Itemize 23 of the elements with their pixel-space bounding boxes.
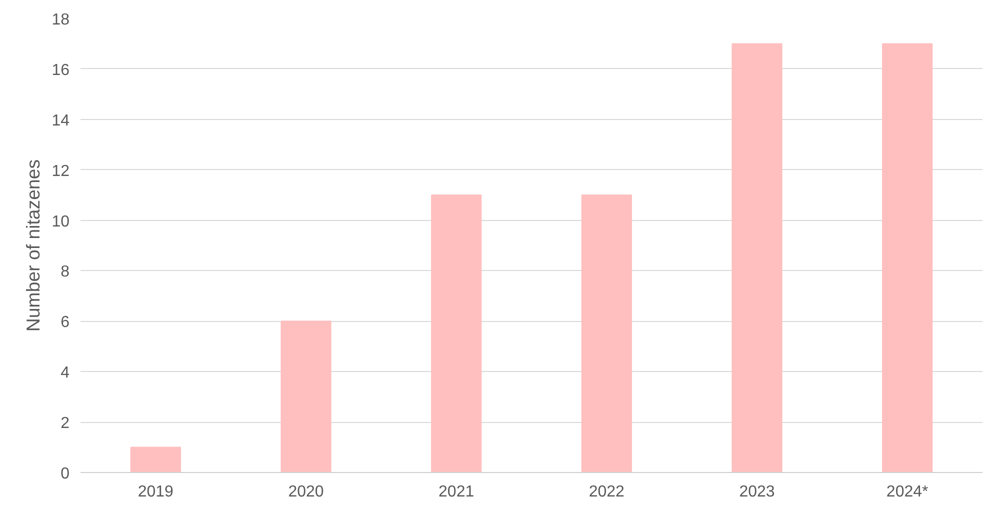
x-tick-label: 2022 [588, 484, 625, 500]
y-tick-label: 8 [60, 264, 70, 281]
y-tick-label: 18 [52, 12, 70, 28]
y-tick-label: 16 [52, 62, 70, 79]
x-tick-label: 2023 [739, 484, 775, 500]
x-tick-label: 2024* [886, 484, 928, 500]
y-tick-label: 2 [60, 415, 70, 432]
y-tick-label: 14 [52, 112, 70, 130]
bar [280, 320, 332, 472]
bar [732, 43, 782, 472]
y-tick-label: 0 [60, 466, 70, 482]
x-tick-label: 2019 [138, 484, 174, 500]
bar [882, 43, 933, 472]
x-tick-label: 2020 [288, 484, 324, 500]
y-tick-label: 10 [52, 213, 70, 230]
bar [581, 194, 632, 472]
y-tick-label: 6 [60, 314, 70, 332]
y-axis-title: Number of nitazenes [22, 159, 44, 332]
y-tick-label: 12 [52, 162, 70, 180]
x-tick-label: 2021 [438, 484, 474, 500]
bar [431, 194, 482, 472]
y-tick-label: 4 [60, 364, 70, 382]
bar [130, 446, 181, 472]
